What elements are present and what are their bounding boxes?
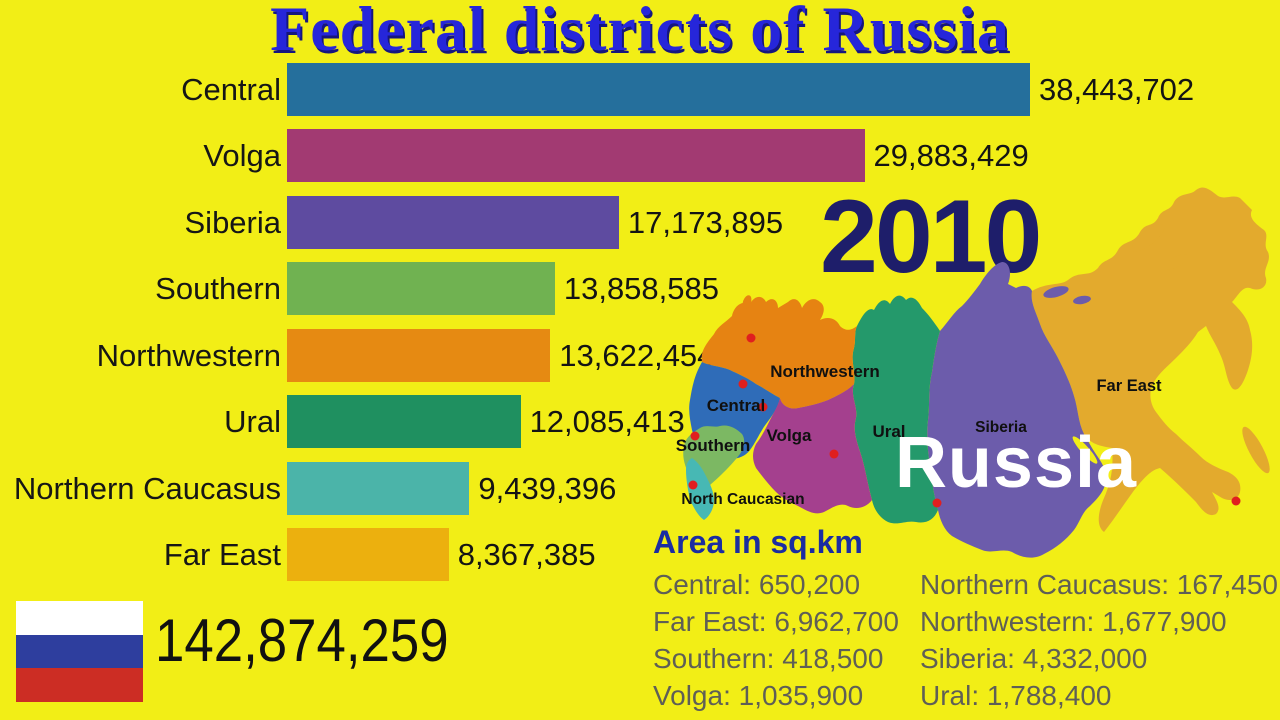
area-list-left: Central: 650,200 Far East: 6,962,700 Sou… [653,566,899,714]
area-item: Northern Caucasus: 167,450 [920,569,1278,600]
district-label: Northwestern [96,337,281,373]
country-name-label: Russia [895,423,1137,503]
area-item: Ural: 1,788,400 [920,680,1112,711]
bar-row: Ural 12,085,413 [0,395,1280,449]
bar-row: Northwestern 13,622,454 [0,328,1280,382]
city-dot [738,379,748,389]
district-value: 12,085,413 [529,404,685,440]
district-bar [287,129,865,183]
russia-map: Northwestern Central Volga Southern Nort… [676,187,1270,558]
map-island [742,295,752,309]
map-island [1043,286,1069,298]
map-island [1073,295,1091,305]
district-bar [287,63,1030,116]
bar-row: Far East 8,367,385 [0,528,1280,581]
district-value: 8,367,385 [457,537,596,572]
district-bar [287,195,619,249]
map-label-north-caucasian: North Caucasian [681,491,804,508]
district-label: Volga [203,138,281,174]
area-item: Far East: 6,962,700 [653,606,899,637]
map-island [1164,254,1188,270]
russia-flag [16,601,143,703]
bar-row: Northern Caucasus 9,439,396 [0,461,1280,515]
district-label: Far East [163,537,281,572]
district-bar [287,461,470,515]
bar-row: Central 38,443,702 [0,63,1280,116]
page-title: Federal districts of Russia [270,0,1010,64]
map-region-siberia [927,262,1106,558]
map-lake-baikal [1072,436,1098,464]
map-label-southern: Southern [676,436,751,455]
district-bar [287,395,521,449]
district-value: 9,439,396 [478,470,617,506]
district-value: 13,622,454 [559,337,715,373]
district-label: Ural [224,404,281,440]
area-list-right: Northern Caucasus: 167,450 Northwestern:… [920,566,1278,714]
map-label-far-east: Far East [1096,377,1162,395]
map-region-north-caucasian [686,458,714,520]
city-dot [758,402,768,412]
map-label-ural: Ural [872,422,905,441]
bar-row: Southern 13,858,585 [0,262,1280,316]
district-label: Central [181,72,281,107]
district-value: 13,858,585 [563,271,719,307]
area-item: Northwestern: 1,677,900 [920,606,1227,637]
city-dot [690,431,700,441]
map-label-siberia: Siberia [975,419,1027,436]
flag-stripe-white [16,601,143,635]
flag-stripe-red [16,668,143,703]
flag-stripe-blue [16,634,143,669]
city-dot [688,480,698,490]
district-label: Southern [155,271,281,307]
map-label-northwestern: Northwestern [770,362,880,381]
city-dot [932,498,942,508]
area-item: Siberia: 4,332,000 [920,643,1148,674]
district-bar [287,328,551,382]
map-region-ural [852,295,940,524]
district-label: Northern Caucasus [13,470,281,506]
map-island-sakhalin [1242,426,1270,474]
district-value: 38,443,702 [1039,72,1195,107]
area-item: Central: 650,200 [653,569,861,600]
map-region-far-east [1031,187,1269,533]
map-island [1131,224,1165,252]
map-region-northwestern [701,296,857,409]
district-value: 17,173,895 [627,204,784,240]
bar-row: Siberia 17,173,895 [0,195,1280,249]
map-label-central: Central [707,396,766,415]
city-dot [829,449,839,459]
area-panel-title: Area in sq.km [653,524,863,560]
district-label: Siberia [184,204,282,240]
map-region-volga [753,384,872,514]
area-item: Southern: 418,500 [653,643,884,674]
district-bar [287,528,449,581]
district-value: 29,883,429 [873,138,1029,174]
bar-row: Volga 29,883,429 [0,129,1280,183]
map-label-volga: Volga [766,426,812,445]
district-bar [287,262,555,316]
city-dot [746,333,756,343]
total-population: 142,874,259 [155,607,449,674]
city-dot [1231,496,1241,506]
area-item: Volga: 1,035,900 [653,680,864,711]
